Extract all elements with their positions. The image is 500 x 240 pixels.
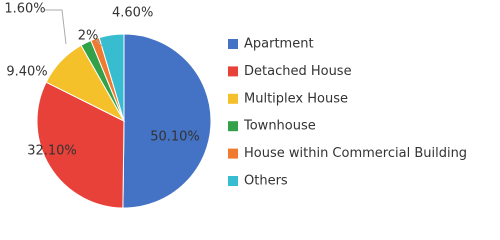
chart: 50.10% 32.10% 9.40% 2% 1.60% 4.60% Apartment De… <box>4 2 467 209</box>
legend-label: Detached House <box>244 64 352 79</box>
data-label: 2% <box>78 29 99 44</box>
legend-swatch <box>228 66 238 77</box>
data-label: 32.10% <box>27 144 77 159</box>
leader-line <box>95 39 103 47</box>
legend-label: Multiplex House <box>244 91 348 106</box>
legend-swatch <box>228 176 238 186</box>
data-label: 9.40% <box>6 65 47 80</box>
legend-label: Apartment <box>244 37 314 52</box>
leader-line <box>45 9 67 45</box>
pie-slice <box>98 33 125 122</box>
pie-slice <box>36 81 125 209</box>
legend-swatch <box>228 39 238 49</box>
data-label: 50.10% <box>150 130 200 145</box>
legend-swatch <box>228 93 238 104</box>
legend-label: Others <box>244 174 288 189</box>
legend-label: House within Commercial Building <box>244 146 467 161</box>
pie-slice <box>122 33 212 209</box>
legend-swatch <box>228 121 238 132</box>
data-label: 1.60% <box>4 2 45 17</box>
legend-swatch <box>228 148 238 159</box>
legend-label: Townhouse <box>243 119 316 134</box>
data-label: 4.60% <box>112 6 153 21</box>
